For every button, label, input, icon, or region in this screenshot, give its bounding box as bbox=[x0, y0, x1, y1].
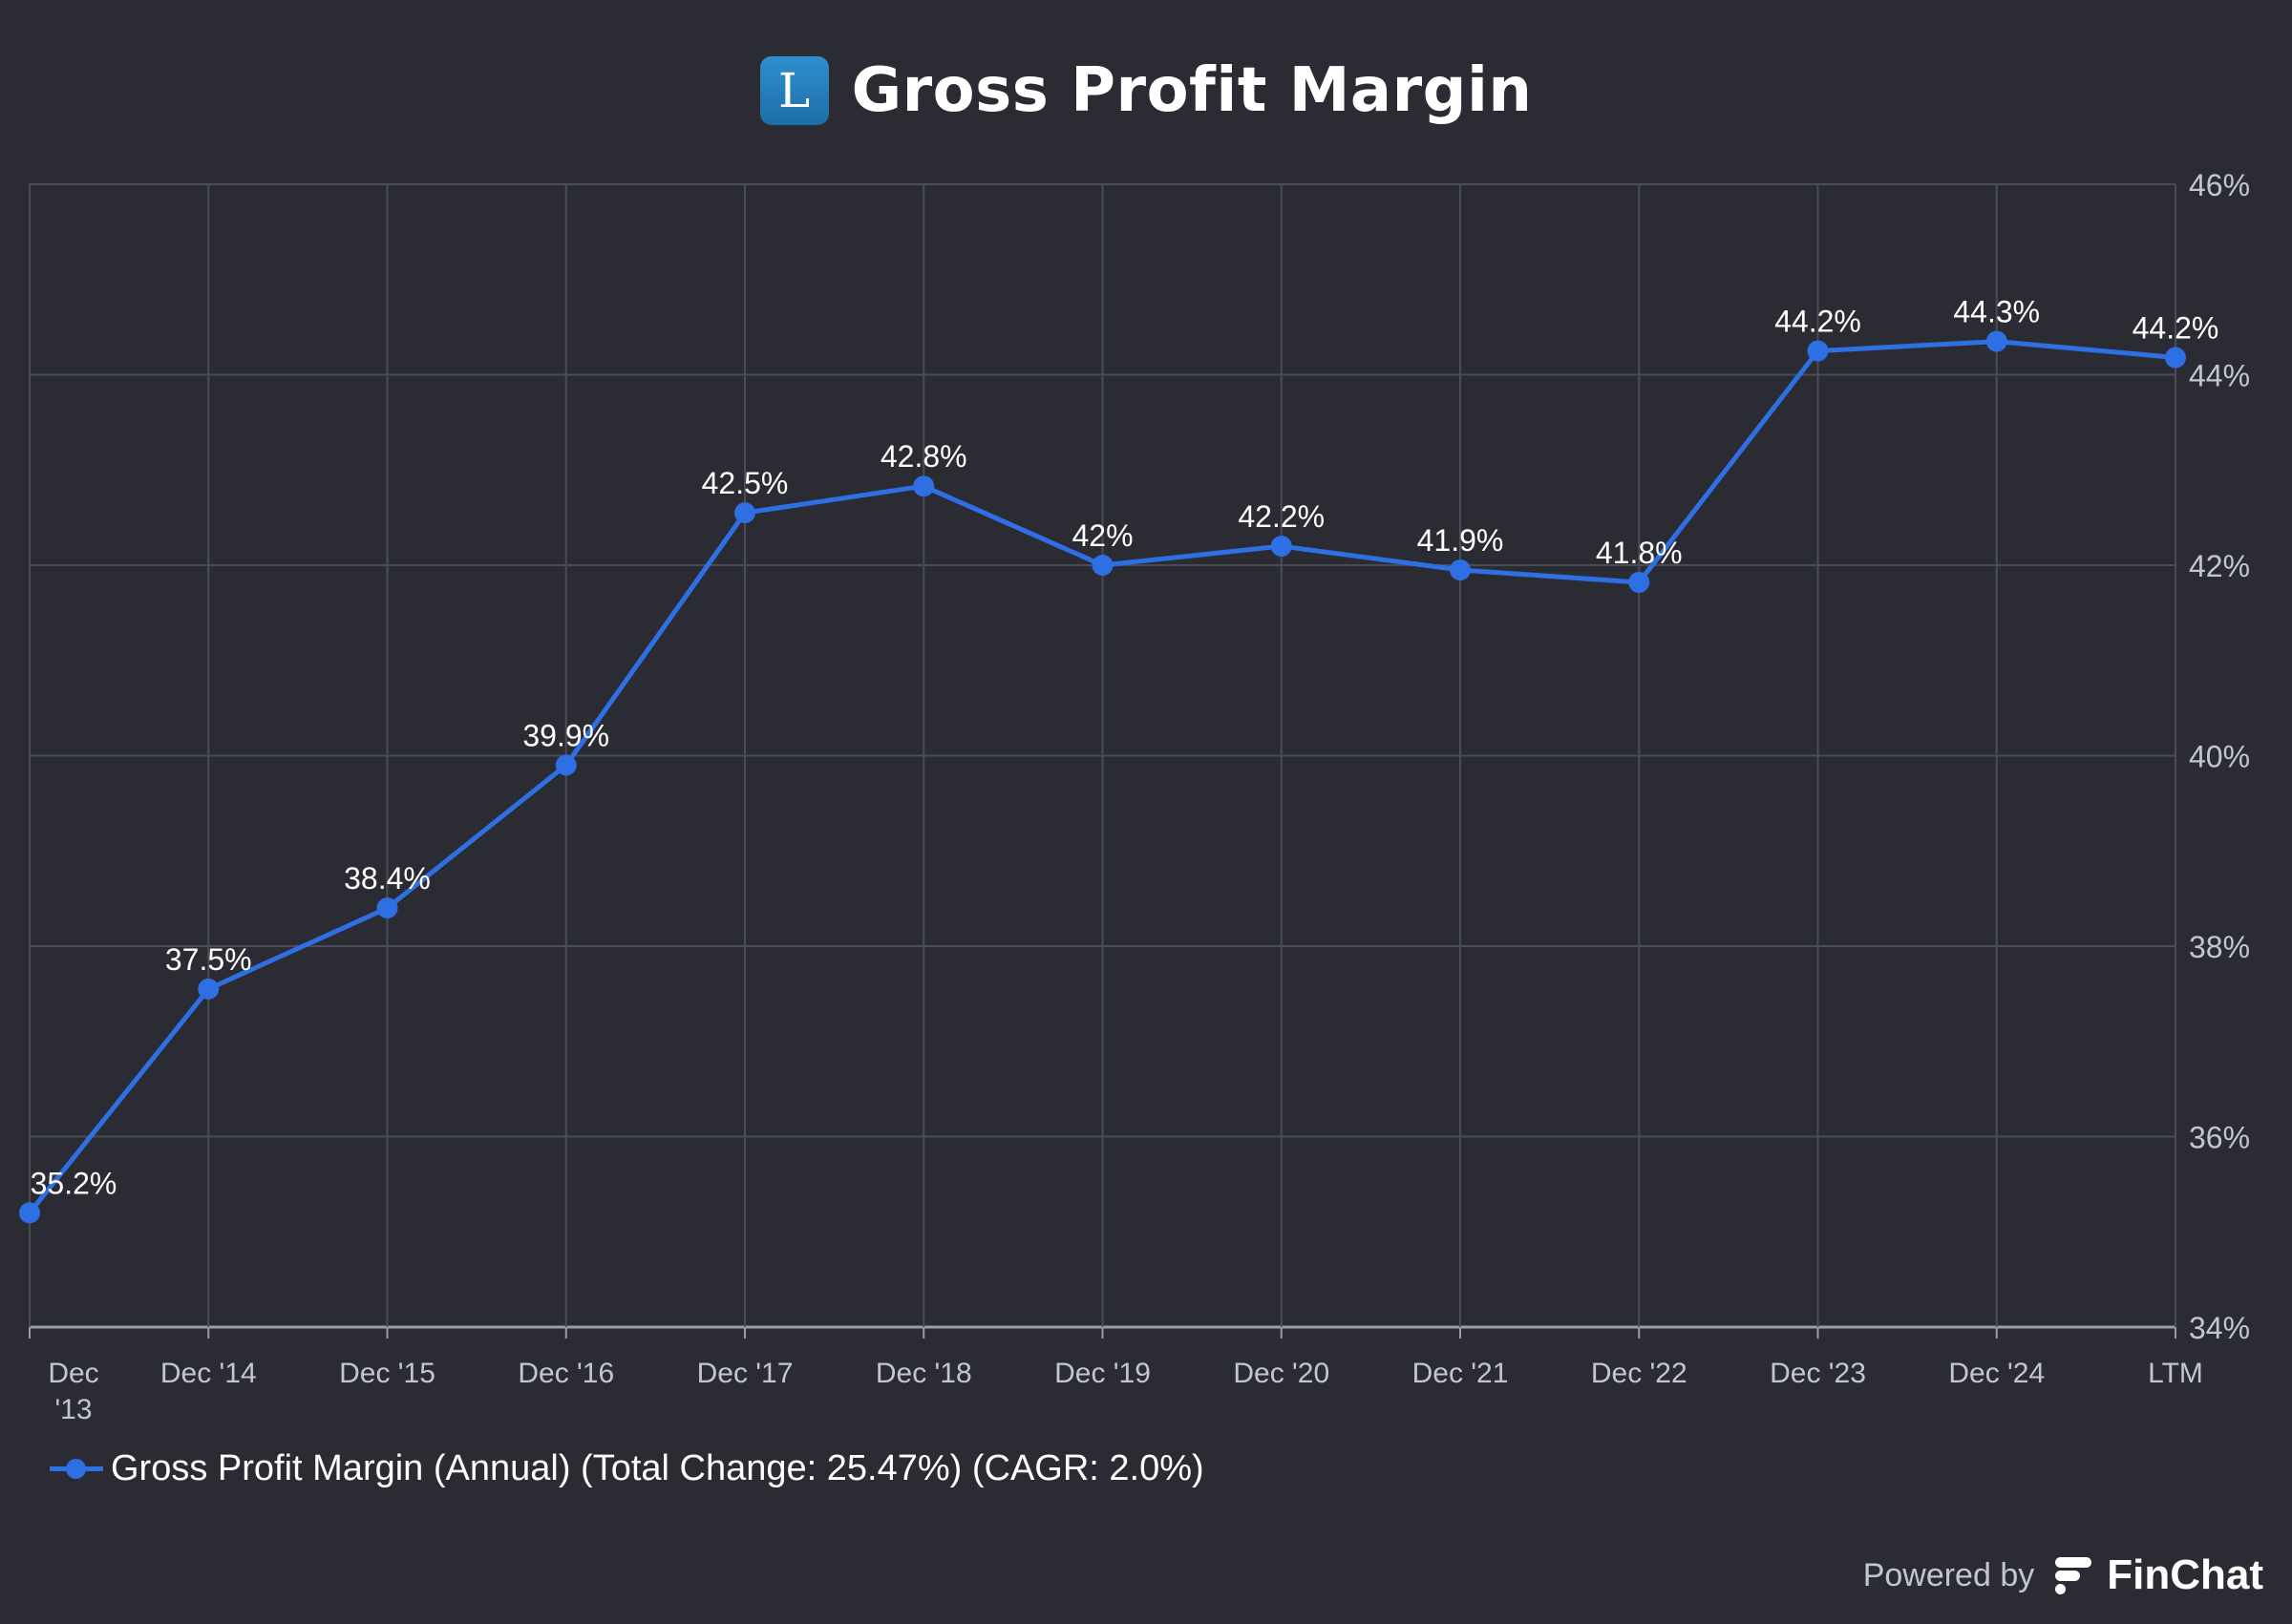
data-label: 35.2% bbox=[31, 1166, 117, 1200]
chart-title-bar: L Gross Profit Margin bbox=[0, 48, 2292, 134]
x-tick-label: Dec '14 bbox=[160, 1358, 257, 1389]
x-tick-label: Dec '23 bbox=[1770, 1358, 1866, 1389]
data-label: 44.3% bbox=[1953, 295, 2040, 329]
data-label: 38.4% bbox=[344, 861, 431, 896]
data-label: 42% bbox=[1072, 518, 1133, 553]
finchat-brand: FinChat bbox=[2107, 1551, 2263, 1598]
x-tick-label: Dec '24 bbox=[1948, 1358, 2045, 1389]
data-point[interactable] bbox=[19, 1202, 40, 1224]
data-point[interactable] bbox=[376, 897, 398, 919]
grid-layer bbox=[29, 183, 2176, 1339]
x-tick-label: LTM bbox=[2148, 1358, 2203, 1389]
x-tick-label: Dec '13 bbox=[48, 1358, 98, 1425]
y-tick-label: 44% bbox=[2189, 359, 2250, 393]
x-tick-label: Dec '21 bbox=[1412, 1358, 1509, 1389]
data-point[interactable] bbox=[1628, 571, 1650, 593]
finchat-logo-icon bbox=[2055, 1557, 2092, 1594]
y-tick-label: 42% bbox=[2189, 549, 2250, 583]
y-tick-label: 38% bbox=[2189, 930, 2250, 964]
x-tick-label: Dec '17 bbox=[697, 1358, 794, 1389]
y-axis-ticks: 34% 36% 38% 40% 42% 44% 46% bbox=[2189, 168, 2250, 1345]
data-label: 41.9% bbox=[1417, 523, 1504, 558]
data-label: 44.2% bbox=[2133, 311, 2219, 346]
data-point[interactable] bbox=[2165, 347, 2186, 369]
series-layer bbox=[19, 330, 2186, 1224]
x-tick-label: Dec '15 bbox=[339, 1358, 435, 1389]
data-label-layer: 35.2% 37.5% 38.4% 39.9% 42.5% 42.8% 42% 42.2% 41… bbox=[31, 295, 2219, 1201]
data-point[interactable] bbox=[555, 754, 577, 776]
data-point[interactable] bbox=[1450, 559, 1471, 580]
data-point[interactable] bbox=[734, 502, 755, 524]
data-point[interactable] bbox=[1807, 340, 1829, 362]
chart-title: Gross Profit Margin bbox=[851, 55, 1533, 126]
legend[interactable]: Gross Profit Margin (Annual) (Total Chan… bbox=[50, 1442, 1204, 1495]
data-point[interactable] bbox=[1092, 555, 1114, 576]
data-label: 37.5% bbox=[165, 942, 252, 977]
data-label: 42.5% bbox=[702, 466, 789, 500]
data-point[interactable] bbox=[1985, 330, 2007, 352]
x-tick-label: Dec '19 bbox=[1054, 1358, 1151, 1389]
data-point[interactable] bbox=[1270, 536, 1292, 558]
company-logo-letter: L bbox=[777, 63, 811, 118]
x-tick-label: Dec '20 bbox=[1233, 1358, 1329, 1389]
y-tick-label: 40% bbox=[2189, 740, 2250, 774]
powered-by-footer[interactable]: Powered by FinChat bbox=[1863, 1547, 2263, 1604]
data-label: 44.2% bbox=[1774, 305, 1861, 339]
x-tick-label: Dec '22 bbox=[1591, 1358, 1687, 1389]
powered-by-label: Powered by bbox=[1862, 1556, 2035, 1593]
data-label: 39.9% bbox=[522, 718, 609, 752]
y-tick-label: 46% bbox=[2189, 168, 2250, 202]
data-point[interactable] bbox=[913, 475, 935, 497]
y-tick-label: 36% bbox=[2189, 1121, 2250, 1155]
x-axis-ticks: Dec '13 Dec '14 Dec '15 Dec '16 Dec '17 Dec '1… bbox=[48, 1358, 2203, 1425]
data-label: 41.8% bbox=[1596, 536, 1683, 570]
x-tick-label: Dec '16 bbox=[518, 1358, 614, 1389]
legend-label: Gross Profit Margin (Annual) (Total Chan… bbox=[111, 1447, 1204, 1488]
x-tick-label: Dec '18 bbox=[876, 1358, 972, 1389]
company-logo: L bbox=[759, 56, 829, 125]
data-point[interactable] bbox=[198, 978, 220, 1000]
data-label: 42.2% bbox=[1238, 499, 1325, 534]
legend-marker-icon bbox=[50, 1459, 103, 1479]
data-label: 42.8% bbox=[881, 439, 967, 474]
y-tick-label: 34% bbox=[2189, 1311, 2250, 1345]
